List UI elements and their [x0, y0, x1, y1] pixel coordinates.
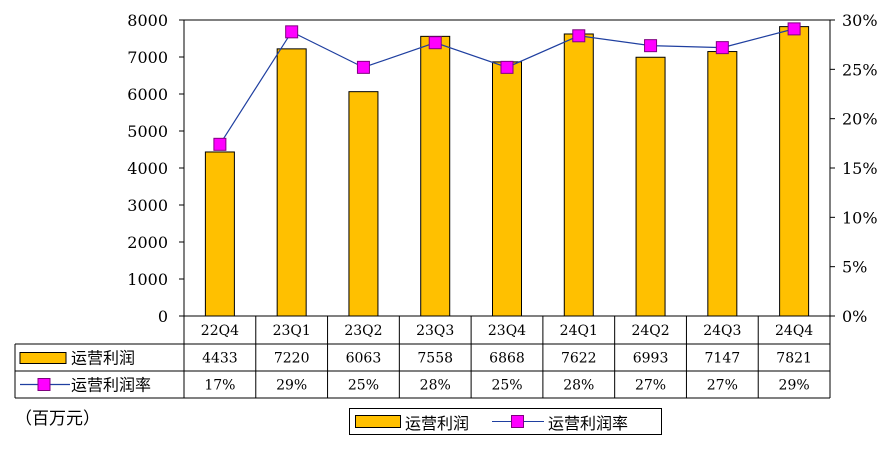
x-category-label: 24Q3 [703, 323, 741, 339]
line-group [213, 22, 801, 151]
legend-bar-swatch [355, 415, 401, 428]
x-category-label: 24Q4 [775, 323, 813, 339]
table-cell: 7821 [776, 351, 812, 367]
table-cell: 17% [204, 378, 235, 394]
y-left-tick-label: 0 [158, 307, 168, 326]
line-point [500, 60, 514, 74]
x-category-label: 23Q4 [488, 323, 526, 339]
y-left-tick-label: 2000 [127, 233, 168, 252]
legend-item-bar: 运营利润 [355, 409, 469, 434]
table-cell: 25% [348, 378, 379, 394]
table-cell: 7558 [417, 351, 453, 367]
legend-bar-label: 运营利润 [405, 413, 470, 433]
row-swatch-marker [37, 378, 51, 391]
table-cell: 6868 [489, 351, 525, 367]
data-table: 22Q4 23Q1 23Q2 23Q3 23Q4 24Q1 24Q2 24Q3 24Q4 运营利润… [14, 315, 831, 399]
x-category-label: 23Q3 [416, 323, 454, 339]
bar [420, 35, 451, 317]
line-point [787, 22, 801, 36]
y-left-tick-label: 4000 [127, 159, 168, 178]
table-cell: 29% [276, 378, 307, 394]
line-point [356, 60, 370, 74]
x-category-label: 23Q2 [344, 323, 382, 339]
y-right-tick-label: 10% [842, 208, 878, 227]
bar [779, 26, 810, 317]
bar [204, 151, 235, 317]
y-left-tick-label: 7000 [127, 48, 168, 67]
table-cell: 28% [420, 378, 451, 394]
table-cell: 6063 [346, 351, 382, 367]
legend-line-label: 运营利润率 [548, 413, 629, 433]
y-right-tick-label: 5% [842, 258, 867, 277]
table-cell: 28% [563, 378, 594, 394]
y-right-tick-label: 25% [842, 60, 878, 79]
table-cell: 25% [491, 378, 522, 394]
line-point [428, 36, 442, 50]
y-right-tick-label: 20% [842, 110, 878, 129]
y-right-tick-label: 0% [842, 307, 867, 326]
line-point [572, 29, 586, 43]
table-cell: 27% [707, 378, 738, 394]
y-axis-left: 0 1000 2000 3000 4000 5000 6000 7000 8000 [127, 11, 184, 326]
row-label: 运营利润率 [71, 376, 151, 395]
x-category-label: 24Q1 [560, 323, 598, 339]
table-cell: 7147 [705, 351, 741, 367]
y-left-tick-label: 8000 [127, 11, 168, 30]
line-point [715, 41, 729, 55]
legend-line-swatch [492, 414, 544, 429]
table-cell: 6993 [633, 351, 669, 367]
y-left-tick-label: 6000 [127, 85, 168, 104]
y-left-tick-label: 3000 [127, 196, 168, 215]
bar [276, 48, 307, 317]
y-right-tick-label: 30% [842, 11, 878, 30]
legend-item-line: 运营利润率 [492, 409, 628, 434]
bar [563, 33, 594, 317]
y-right-tick-label: 15% [842, 159, 878, 178]
line-point [213, 137, 227, 151]
x-category-label: 24Q2 [631, 323, 669, 339]
y-left-tick-label: 5000 [127, 122, 168, 141]
line-point [285, 25, 299, 39]
bar [492, 61, 522, 317]
table-cell: 7220 [274, 351, 310, 367]
bar [707, 51, 738, 317]
unit-label: （百万元） [15, 409, 100, 429]
table-cell: 4433 [202, 351, 238, 367]
bar [635, 56, 666, 317]
table-cell: 29% [779, 378, 810, 394]
table-cell: 7622 [561, 351, 597, 367]
y-axis-right: 0% 5% 10% 15% 20% 25% 30% [830, 11, 878, 326]
row-label: 运营利润 [71, 349, 135, 368]
y-left-tick-label: 1000 [127, 270, 168, 289]
x-category-label: 22Q4 [201, 323, 239, 339]
line-point [644, 39, 658, 53]
row-swatch-bar [19, 352, 67, 364]
x-category-label: 23Q1 [273, 323, 311, 339]
legend: 运营利润 运营利润率 [349, 408, 662, 435]
bar [348, 91, 379, 317]
table-cell: 27% [635, 378, 666, 394]
